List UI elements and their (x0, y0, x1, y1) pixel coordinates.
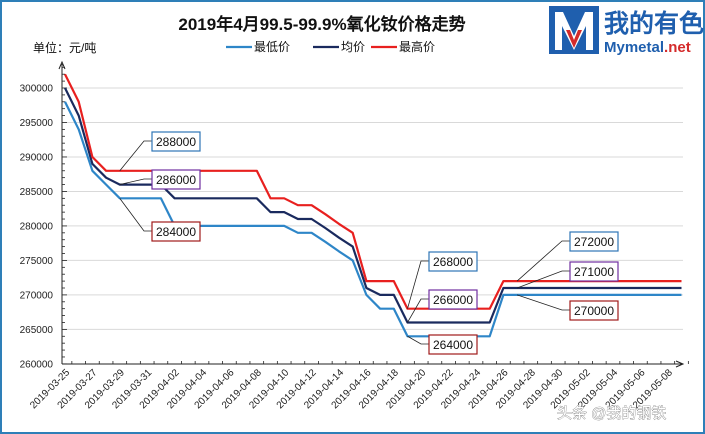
chart-title: 2019年4月99.5-99.9%氧化钕价格走势 (178, 14, 465, 34)
legend-label: 最低价 (254, 40, 290, 54)
callout-label: 284000 (156, 225, 196, 239)
callout-label: 264000 (433, 338, 473, 352)
callout-box (569, 261, 619, 282)
callout-leader (119, 140, 152, 172)
callout-label: 268000 (433, 255, 473, 269)
callout-box (151, 169, 201, 190)
y-tick-label: 280000 (20, 221, 54, 232)
y-tick-label: 275000 (20, 256, 54, 267)
y-tick-label: 285000 (20, 187, 54, 198)
callout-leader (516, 270, 570, 289)
legend-label: 最高价 (399, 39, 435, 54)
callout-leader (407, 260, 429, 309)
callout-label: 286000 (156, 173, 196, 187)
series-line-0 (64, 101, 682, 338)
callout-label: 272000 (574, 235, 614, 249)
callout-label: 271000 (574, 265, 614, 279)
callout-box (151, 221, 201, 242)
logo-m-icon (555, 12, 593, 50)
mymetal-logo: 我的有色 Mymetal.net (549, 6, 704, 56)
callout-leader (407, 298, 429, 323)
callout-box (151, 131, 201, 152)
series-line-1 (64, 87, 682, 324)
logo-cn-text: 我的有色 (604, 9, 704, 38)
y-axis-arrow-icon (58, 60, 66, 70)
logo-en-suffix: .net (664, 39, 691, 56)
unit-label: 单位：元/吨 (33, 40, 96, 55)
callout-leader (407, 335, 429, 345)
callout-box (569, 231, 619, 252)
callout-box (569, 300, 619, 321)
y-tick-label: 265000 (20, 325, 54, 336)
logo-en-text: Mymetal.net (604, 39, 691, 56)
callout-label: 266000 (433, 293, 473, 307)
y-tick-label: 270000 (20, 290, 54, 301)
callout-box (428, 251, 478, 272)
callout-box (428, 334, 478, 355)
callout-leader (119, 178, 152, 185)
callouts: 288000 286000 284000 268000 266000 264000 2720… (119, 131, 619, 355)
logo-en-main: Mymetal (604, 39, 664, 56)
logo-v-icon (566, 30, 582, 48)
gridlines (62, 87, 683, 330)
callout-leader (516, 240, 570, 282)
callout-label: 270000 (574, 304, 614, 318)
y-tick-label: 260000 (20, 359, 54, 370)
series-lines (64, 73, 682, 338)
legend: 最低价 均价 最高价 (226, 39, 435, 54)
y-tick-label: 295000 (20, 118, 54, 129)
x-axis-arrow-icon (675, 360, 685, 368)
y-tick-label: 290000 (20, 152, 54, 163)
callout-box (428, 289, 478, 310)
watermark: 头条 @我的钢铁 (557, 405, 666, 422)
callout-leader (516, 294, 570, 311)
callout-leader (119, 198, 152, 232)
callout-label: 288000 (156, 135, 196, 149)
legend-label: 均价 (341, 40, 365, 54)
y-tick-label: 300000 (20, 84, 54, 95)
